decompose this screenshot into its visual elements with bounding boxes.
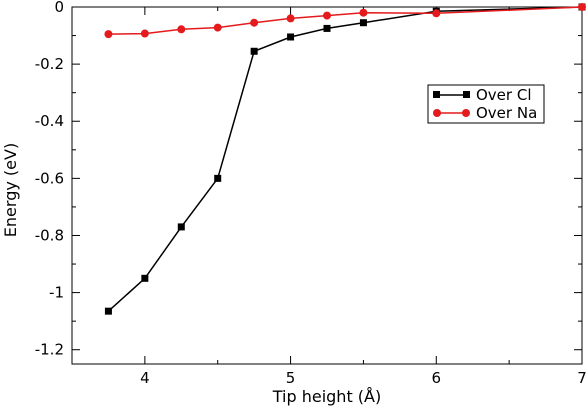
plot-frame xyxy=(71,6,583,365)
data-point-over-cl xyxy=(104,307,112,315)
series-layer xyxy=(104,3,586,315)
y-axis-label: Energy (eV) xyxy=(1,143,20,237)
data-point-over-cl xyxy=(323,24,331,32)
x-tick-label: 7 xyxy=(577,369,587,387)
data-point-over-na xyxy=(104,30,113,39)
data-point-over-cl xyxy=(359,19,367,27)
data-point-over-na xyxy=(578,3,586,11)
y-tick-label: -0.4 xyxy=(35,112,64,130)
data-point-over-na xyxy=(140,29,149,38)
data-point-over-na xyxy=(432,9,441,18)
y-tick-label: -0.6 xyxy=(35,169,64,187)
x-axis-label: Tip height (Å) xyxy=(272,387,381,406)
x-tick-label: 6 xyxy=(432,369,442,387)
data-point-over-cl xyxy=(141,274,149,282)
legend-label-over-na: Over Na xyxy=(476,104,537,122)
data-point-over-na xyxy=(286,14,295,23)
legend-marker-over-cl xyxy=(433,91,440,98)
y-tick-label: -0.2 xyxy=(35,55,64,73)
legend-box xyxy=(427,84,545,124)
data-point-over-cl xyxy=(177,223,185,231)
y-tick-label: -0.8 xyxy=(35,226,64,244)
data-point-over-na xyxy=(213,23,222,32)
y-tick-label: -1 xyxy=(49,284,64,302)
y-tick-label: -1.2 xyxy=(35,341,64,359)
data-point-over-na xyxy=(250,18,259,27)
legend-marker-over-na-end xyxy=(462,109,470,117)
series-line-over-na xyxy=(108,6,583,35)
legend: Over Cl Over Na xyxy=(427,84,545,124)
data-point-over-na xyxy=(359,8,368,17)
x-tick-label: 5 xyxy=(286,369,296,387)
series-line-over-cl xyxy=(107,6,583,312)
data-point-over-cl xyxy=(214,174,222,182)
axis-tick-labels: 4 5 6 7 0 -0.2 -0.4 -0.6 -0.8 -1 -1.2 xyxy=(35,0,587,387)
data-point-over-cl xyxy=(250,47,258,55)
legend-marker-over-cl-end xyxy=(463,91,470,98)
axis-ticks xyxy=(71,6,583,364)
data-point-over-na xyxy=(323,11,331,20)
data-point-over-cl xyxy=(287,33,295,41)
data-point-over-na xyxy=(177,25,186,34)
y-tick-label: 0 xyxy=(54,0,64,16)
legend-marker-over-na xyxy=(433,109,441,117)
x-tick-label: 4 xyxy=(140,369,150,387)
legend-label-over-cl: Over Cl xyxy=(476,86,532,104)
